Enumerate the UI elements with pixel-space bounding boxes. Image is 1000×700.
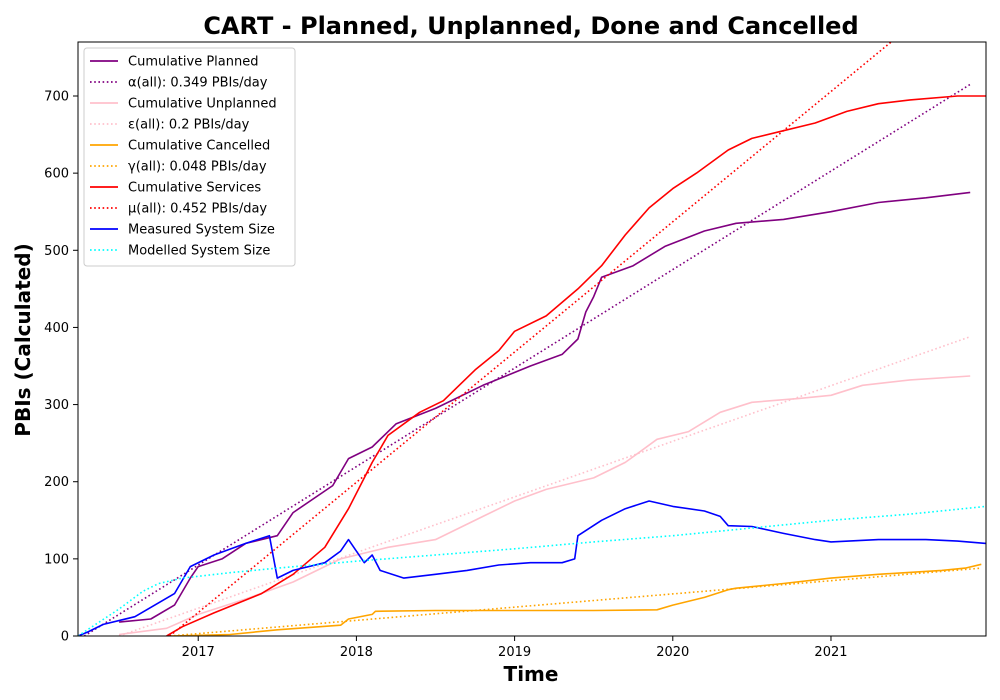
legend-box	[83, 47, 296, 267]
legend-label-9: Modelled System Size	[128, 244, 270, 259]
y-tick-label-6: 600	[44, 167, 69, 182]
plot-area	[78, 42, 986, 636]
series-line-6	[166, 95, 986, 636]
x-tick-label-3: 2020	[656, 645, 689, 660]
legend-label-8: Measured System Size	[128, 223, 275, 238]
plot-frame	[77, 41, 987, 637]
legend-label-1: α(all): 0.349 PBIs/day	[128, 76, 268, 91]
y-tick-label-3: 300	[44, 398, 69, 413]
series-line-1	[83, 83, 971, 636]
series-line-4	[169, 563, 982, 636]
x-tick-label-1: 2018	[340, 645, 373, 660]
series-line-5	[169, 567, 982, 636]
legend-label-3: ε(all): 0.2 PBIs/day	[128, 118, 250, 133]
x-tick-label-4: 2021	[814, 645, 847, 660]
series-line-9	[78, 505, 986, 636]
legend-label-0: Cumulative Planned	[128, 55, 258, 70]
y-tick-label-2: 200	[44, 475, 69, 490]
legend-label-4: Cumulative Cancelled	[128, 139, 270, 154]
legend-label-5: γ(all): 0.048 PBIs/day	[128, 160, 267, 175]
legend-label-2: Cumulative Unplanned	[128, 97, 277, 112]
y-tick-label-1: 100	[44, 552, 69, 567]
y-tick-label-7: 700	[44, 90, 69, 105]
series-line-3	[118, 335, 971, 636]
y-tick-label-5: 500	[44, 244, 69, 259]
y-tick-label-4: 400	[44, 321, 69, 336]
series-line-8	[78, 500, 986, 636]
series-line-2	[118, 375, 971, 636]
y-tick-label-0: 0	[61, 630, 69, 645]
series-line-7	[169, 42, 892, 636]
x-axis-label: Time	[504, 662, 559, 686]
x-tick-label-0: 2017	[182, 645, 215, 660]
legend: Cumulative Planned α(all): 0.349 PBIs/day…	[83, 47, 296, 267]
series-line-0	[119, 191, 971, 623]
y-axis-label: PBIs (Calculated)	[11, 243, 35, 436]
x-tick-label-2: 2019	[498, 645, 531, 660]
axes: 2017 2018 2019 2020 2021 0 100 200 300 400 500 600 7…	[44, 41, 987, 660]
chart-title: CART - Planned, Unplanned, Done and Canc…	[203, 12, 858, 40]
legend-label-7: μ(all): 0.452 PBIs/day	[128, 202, 267, 217]
legend-label-6: Cumulative Services	[128, 181, 261, 196]
